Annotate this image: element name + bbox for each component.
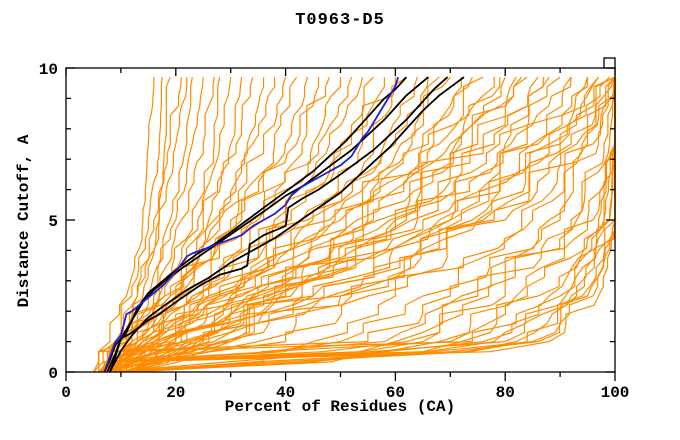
model-curve-orange [104,76,298,373]
model-curve-orange [114,76,440,372]
chart-title: T0963-D5 [295,11,385,30]
model-curve-orange [109,76,616,372]
model-curve-orange [103,76,616,372]
model-curve-black [109,76,449,373]
model-curve-orange [109,77,215,373]
corner-notch-box [603,57,616,69]
x-tick-label: 80 [496,384,515,402]
model-curve-orange [126,76,550,373]
model-curve-orange [131,76,616,372]
model-curve-orange [114,77,616,372]
model-curve-orange [92,77,155,373]
x-axis-label: Percent of Residues (CA) [224,398,456,416]
model-curve-black [106,76,429,373]
model-curve-orange [120,76,539,373]
y-tick-label: 10 [39,61,58,79]
model-curve-blue [103,76,399,373]
model-curve-orange [98,77,616,372]
model-curve-orange [114,77,501,372]
model-curve-orange [131,77,616,373]
model-curve-orange [126,77,589,373]
model-curve-orange [120,76,523,372]
y-tick-label: 0 [48,365,58,383]
model-curve-black [109,76,465,373]
model-curve-orange [114,76,407,372]
y-axis-label: Distance Cutoff, A [15,134,33,308]
model-curve-orange [120,76,561,373]
x-tick-label: 100 [601,384,630,402]
model-curve-orange [98,76,287,373]
model-curve-orange [98,77,320,373]
model-curve-orange [98,76,572,373]
model-curve-orange [120,77,572,373]
model-curve-orange [109,76,616,373]
model-curve-orange [98,76,599,373]
y-tick-label: 5 [48,213,58,231]
model-curve-orange [126,76,610,373]
model-curve-orange [98,77,163,373]
model-curve-black [103,76,408,373]
model-curve-orange [103,77,182,373]
model-curve-orange [109,77,396,373]
model-curve-orange [115,77,265,373]
model-curve-orange [120,76,517,372]
model-curve-orange [126,77,545,373]
x-tick-label: 0 [61,384,71,402]
x-tick-label: 60 [386,384,405,402]
model-curve-orange [104,77,342,373]
x-tick-label: 40 [276,384,295,402]
model-curve-orange [115,76,374,373]
model-curve-orange [98,76,418,373]
model-curve-orange [104,76,254,373]
x-tick-label: 20 [166,384,185,402]
